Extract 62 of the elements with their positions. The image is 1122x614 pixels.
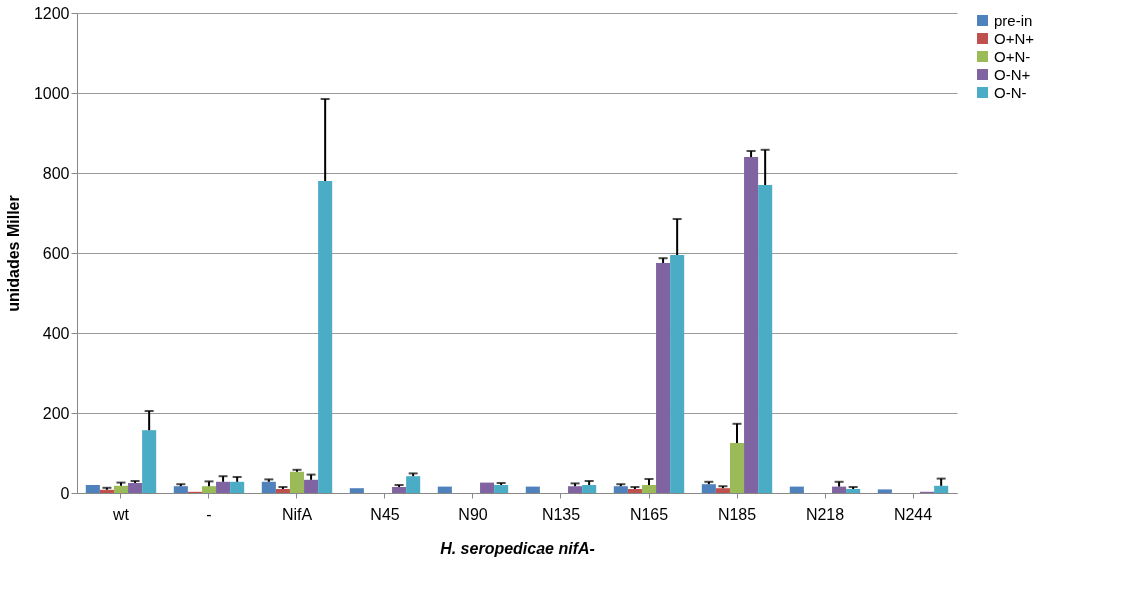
bar (744, 157, 759, 493)
y-tick-label: 200 (42, 404, 70, 422)
bar (934, 485, 949, 493)
legend-label: O-N- (994, 83, 1027, 101)
bar (846, 489, 861, 493)
y-tick-label: 1200 (33, 4, 70, 22)
bar (392, 487, 407, 493)
bar (568, 486, 583, 493)
bar (670, 255, 685, 493)
bar (201, 486, 217, 493)
x-tick-label: N45 (370, 505, 400, 523)
bar (877, 489, 892, 493)
bar (318, 181, 333, 493)
legend-label: O+N+ (994, 29, 1035, 47)
legend-label: O+N- (994, 47, 1031, 65)
bar (406, 476, 421, 493)
bar (216, 481, 231, 493)
bar (729, 443, 745, 493)
y-tick-label: 0 (60, 484, 70, 502)
bar (656, 263, 671, 493)
bar (494, 485, 509, 493)
bar (641, 485, 657, 493)
bar (230, 481, 245, 493)
bar (789, 486, 804, 493)
bar (349, 488, 364, 493)
x-tick-label: N218 (805, 505, 845, 523)
x-tick-label: N90 (458, 505, 488, 523)
bar (480, 482, 495, 493)
bar (142, 430, 157, 493)
bar (304, 479, 319, 493)
bar (128, 483, 143, 493)
x-tick-label: N185 (717, 505, 757, 523)
bar (715, 488, 730, 493)
bar (173, 486, 188, 493)
bar (701, 484, 716, 493)
bar (832, 486, 847, 493)
bar (627, 489, 642, 493)
bar (582, 485, 597, 493)
bar (275, 489, 290, 493)
y-tick-label: 600 (42, 244, 70, 262)
y-tick-label: 800 (42, 164, 70, 182)
x-tick-label: N135 (541, 505, 581, 523)
x-tick-label: N244 (893, 505, 933, 523)
x-axis-title: H. seropedicae nifA- (440, 539, 595, 557)
bar (113, 485, 129, 493)
bar (613, 486, 628, 493)
x-tick-label: - (206, 505, 212, 523)
x-tick-label: N165 (629, 505, 669, 523)
y-tick-label: 400 (42, 324, 70, 342)
bar (289, 471, 305, 493)
y-axis-title: unidades Miller (4, 195, 22, 312)
bar (99, 489, 114, 493)
bar (758, 185, 773, 493)
bar (525, 486, 540, 493)
bar (437, 486, 452, 493)
bar (261, 481, 276, 493)
legend-label: pre-in (994, 11, 1033, 29)
x-tick-label: NifA (281, 505, 313, 523)
bar (85, 485, 100, 493)
legend-label: O-N+ (994, 65, 1031, 83)
y-tick-label: 1000 (33, 84, 70, 102)
x-tick-label: wt (112, 505, 130, 523)
